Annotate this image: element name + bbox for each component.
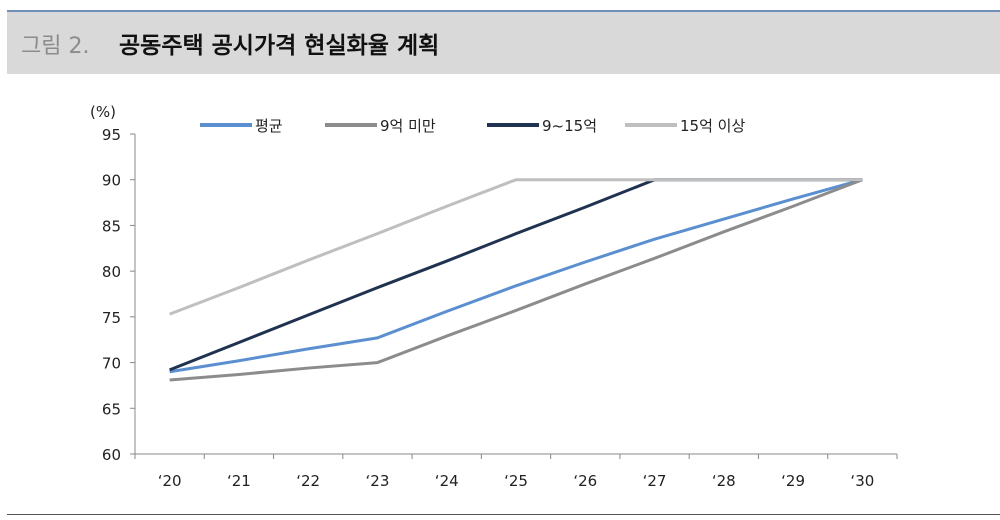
legend-label: 9~15억 bbox=[542, 117, 597, 135]
legend-label: 15억 이상 bbox=[680, 117, 745, 135]
series-line-0 bbox=[169, 178, 863, 374]
y-tick-label: 80 bbox=[102, 263, 121, 281]
x-tick-label: ‘22 bbox=[296, 472, 320, 490]
x-tick-label: ‘23 bbox=[366, 472, 390, 490]
y-tick-label: 65 bbox=[102, 400, 121, 418]
x-tick-label: ‘30 bbox=[850, 472, 874, 490]
figure-title: 공동주택 공시가격 현실화율 계획 bbox=[119, 33, 440, 59]
figure-label: 그림 2. bbox=[21, 34, 90, 59]
y-tick-label: 60 bbox=[102, 446, 121, 464]
series-line-3 bbox=[169, 178, 863, 316]
y-tick-label: 70 bbox=[102, 355, 121, 373]
x-tick-label: ‘26 bbox=[573, 472, 597, 490]
x-tick-label: ‘21 bbox=[227, 472, 251, 490]
y-tick-label: 95 bbox=[102, 126, 121, 144]
x-tick-label: ‘20 bbox=[158, 472, 182, 490]
y-tick-label: 85 bbox=[102, 217, 121, 235]
y-tick-label: 75 bbox=[102, 309, 121, 327]
bottom-divider bbox=[7, 514, 1000, 515]
figure-header: 그림 2. 공동주택 공시가격 현실화율 계획 bbox=[7, 10, 1000, 74]
x-tick-label: ‘28 bbox=[712, 472, 736, 490]
series-line-1 bbox=[169, 178, 863, 382]
legend-label: 평균 bbox=[255, 117, 283, 135]
x-tick-label: ‘29 bbox=[781, 472, 805, 490]
x-tick-label: ‘24 bbox=[435, 472, 459, 490]
x-tick-label: ‘25 bbox=[504, 472, 528, 490]
x-tick-label: ‘27 bbox=[643, 472, 667, 490]
legend-label: 9억 미만 bbox=[380, 117, 436, 135]
y-tick-label: 90 bbox=[102, 172, 121, 190]
y-axis-unit: (%) bbox=[90, 103, 116, 121]
